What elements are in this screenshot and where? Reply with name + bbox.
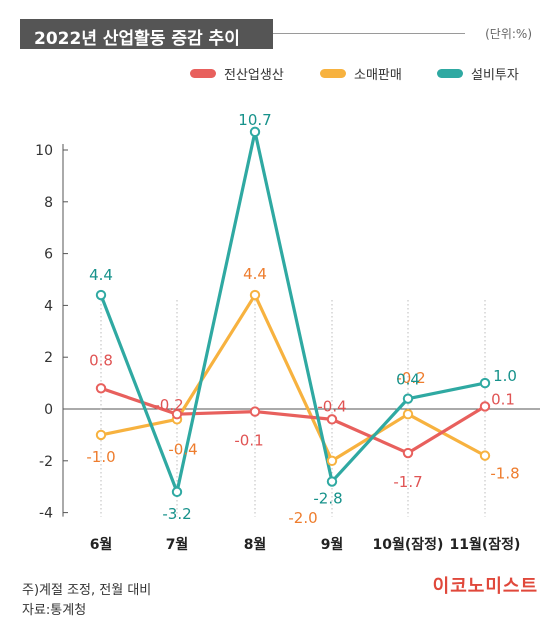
legend-label-series-2: 설비투자 — [471, 67, 519, 83]
data-point — [95, 429, 107, 441]
data-label: 0.4 — [396, 371, 420, 389]
data-point — [479, 377, 491, 389]
data-label: -0.4 — [317, 397, 346, 415]
data-point — [326, 414, 338, 425]
data-point — [326, 455, 338, 466]
x-tick-label: 8월 — [244, 536, 267, 553]
y-tick-label: 2 — [44, 350, 53, 366]
legend-swatch-series-1 — [320, 68, 346, 78]
series-line — [99, 386, 487, 455]
y-tick-label: -4 — [39, 506, 53, 522]
data-label: -3.2 — [162, 505, 191, 523]
title-bar: 2022년 산업활동 증감 추이 — [20, 19, 273, 49]
data-point — [402, 408, 414, 420]
y-tick-label: 6 — [44, 247, 53, 263]
data-label: -0.2 — [154, 396, 183, 414]
legend-item-series-0: 전산업생산 — [190, 63, 284, 83]
data-label: -1.0 — [86, 448, 115, 466]
data-point — [249, 289, 261, 301]
x-tick-label: 7월 — [166, 536, 189, 553]
source-note: 자료:통계청 — [22, 603, 87, 618]
data-label: 10.7 — [238, 111, 271, 129]
data-label: -0.1 — [234, 432, 263, 450]
data-label: 4.4 — [243, 265, 267, 283]
legend-label-series-1: 소매판매 — [354, 67, 402, 83]
legend-swatch-series-2 — [437, 68, 463, 78]
data-point — [479, 450, 491, 461]
y-tick-label: 4 — [44, 298, 53, 314]
y-tick-label: 8 — [44, 195, 53, 211]
data-label: 4.4 — [89, 266, 113, 284]
data-label: -2.0 — [288, 509, 317, 527]
x-tick-label: 6월 — [90, 536, 113, 553]
y-tick-label: -2 — [39, 454, 53, 470]
chart-title: 2022년 산업활동 증감 추이 — [34, 29, 240, 49]
x-tick-label: 11월(잠정) — [450, 536, 521, 553]
data-point — [479, 401, 491, 412]
data-point — [95, 383, 107, 394]
series-line — [99, 293, 487, 463]
data-label: 1.0 — [493, 367, 517, 385]
unit-label: (단위:%) — [485, 27, 532, 41]
data-label: -1.8 — [490, 465, 519, 483]
legend-item-series-2: 설비투자 — [437, 63, 519, 83]
legend-label-series-0: 전산업생산 — [224, 67, 284, 83]
data-label: -2.8 — [313, 490, 342, 508]
footnote: 주)계절 조정, 전월 대비 — [22, 583, 152, 598]
data-point — [326, 476, 338, 487]
y-tick-label: 0 — [44, 402, 53, 418]
data-label: 0.8 — [89, 351, 113, 369]
data-point — [171, 408, 183, 420]
data-label: -0.2 — [396, 369, 425, 387]
legend-swatch-series-0 — [190, 68, 216, 78]
data-label: -0.4 — [168, 440, 197, 458]
data-point — [249, 406, 261, 417]
x-tick-label: 9월 — [321, 536, 344, 553]
x-tick-label: 10월(잠정) — [373, 536, 444, 553]
title-divider — [273, 33, 465, 34]
data-point — [402, 447, 414, 459]
legend-item-series-1: 소매판매 — [320, 63, 402, 83]
data-label: -1.7 — [393, 473, 422, 491]
data-point — [171, 486, 183, 498]
data-point — [249, 126, 261, 138]
data-point — [402, 393, 414, 404]
data-label: 0.1 — [491, 390, 515, 408]
series-line — [99, 130, 487, 494]
legend: 전산업생산 소매판매 설비투자 — [0, 63, 560, 83]
data-point — [95, 289, 107, 301]
y-tick-label: 10 — [35, 143, 53, 159]
brand-logo: 이코노미스트 — [432, 576, 538, 597]
